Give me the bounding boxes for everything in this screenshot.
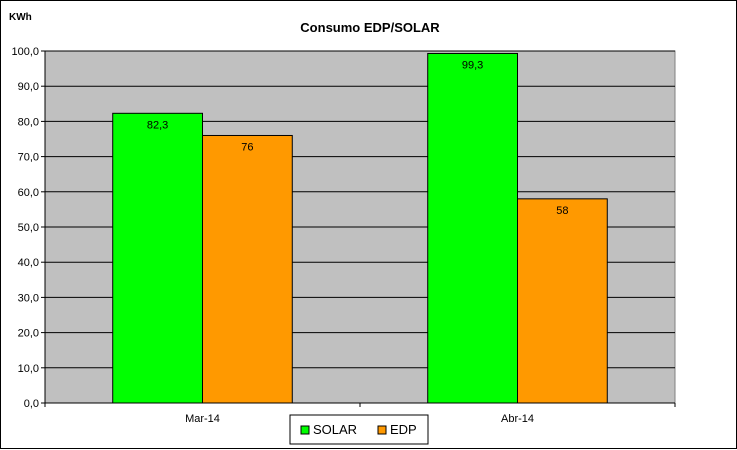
bar-edp-mar-14 xyxy=(202,134,293,404)
legend-swatch-solar xyxy=(300,425,310,435)
legend-swatch-edp xyxy=(377,425,387,435)
y-tick-label: 10,0 xyxy=(18,363,39,375)
legend-box xyxy=(289,414,429,445)
axes: 0,0 10,0 20,0 30,0 40,0 50,0 60,0 70,0 80,0 90,0 1… xyxy=(11,46,676,425)
y-tick-label: 70,0 xyxy=(18,152,39,164)
y-tick-label: 90,0 xyxy=(18,81,39,93)
y-tick-label: 80,0 xyxy=(18,116,39,128)
bar-edp-abr-14 xyxy=(517,198,608,404)
data-label: 99,3 xyxy=(462,59,483,71)
data-label: 58 xyxy=(556,205,568,217)
y-tick-label: 40,0 xyxy=(18,257,39,269)
chart-title: Consumo EDP/SOLAR xyxy=(300,20,440,35)
y-axis-unit-label: KWh xyxy=(9,12,32,23)
y-tick-label: 60,0 xyxy=(18,187,39,199)
data-label: 82,3 xyxy=(147,119,168,131)
y-tick-label: 30,0 xyxy=(18,292,39,304)
x-tick-label: Mar-14 xyxy=(185,413,220,425)
x-tick-label: Abr-14 xyxy=(501,413,534,425)
legend: SOLAR EDP xyxy=(289,414,429,445)
legend-label-solar: SOLAR xyxy=(313,422,357,437)
y-tick-label: 0,0 xyxy=(24,398,39,410)
y-tick-label: 50,0 xyxy=(18,222,39,234)
data-label: 76 xyxy=(241,141,253,153)
bar-solar-mar-14 xyxy=(112,112,203,404)
bars: 82,3 76 99,3 58 xyxy=(112,52,608,404)
y-tick-label: 20,0 xyxy=(18,328,39,340)
legend-label-edp: EDP xyxy=(390,422,417,437)
bar-solar-abr-14 xyxy=(427,52,519,404)
y-tick-label: 100,0 xyxy=(11,46,39,58)
